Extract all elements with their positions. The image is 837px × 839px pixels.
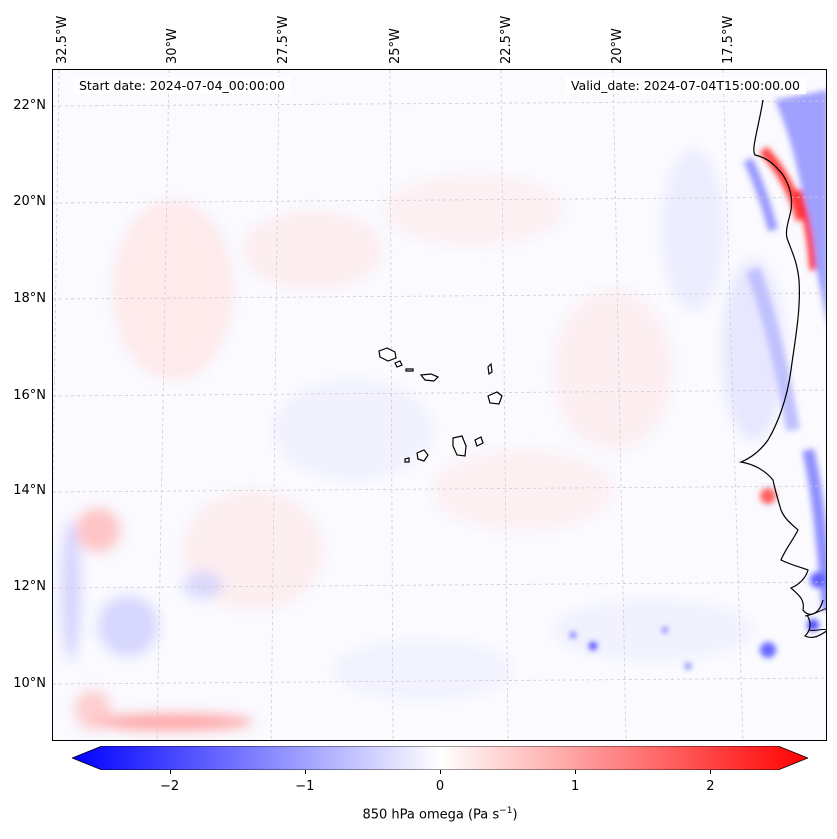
lat-label-18n: 18°N [13,291,46,306]
valid-date-label: Valid_date: 2024-07-04T15:00:00.00 [564,77,806,94]
omega-field-map [53,70,826,740]
lat-label-12n: 12°N [13,579,46,594]
colorbar-tick-label: −1 [295,779,315,794]
lon-label-27-5w: 27.5°W [276,15,291,64]
colorbar-tick-label: 2 [706,779,715,794]
coastline [738,99,826,639]
lat-label-14n: 14°N [13,483,46,498]
omega-field [61,150,783,730]
colorbar-label: 850 hPa omega (Pa s−1) [362,806,518,823]
colorbar-tick-mark [575,770,577,774]
river-mouth-islands [804,608,826,632]
lon-label-25w: 25°W [388,28,403,64]
colorbar-tick-label: −2 [160,779,180,794]
colorbar-tick-label: 0 [435,779,445,794]
coastal-band [570,90,826,669]
lon-label-20w: 20°W [610,28,625,64]
colorbar-tick-mark [710,770,712,774]
colorbar-tick-mark [169,770,171,774]
lat-label-16n: 16°N [13,388,46,403]
lon-label-30w: 30°W [165,28,180,64]
lon-label-17-5w: 17.5°W [721,15,736,64]
lon-label-22-5w: 22.5°W [499,15,514,64]
lat-label-20n: 20°N [13,194,46,209]
colorbar-tick-label: 1 [571,779,580,794]
graticule [53,70,826,740]
colorbar-tick-mark [304,770,306,774]
colorbar-tick-mark [440,770,441,774]
cape-verde-islands [378,347,503,463]
colorbar-svg [70,745,810,771]
lon-label-32-5w: 32.5°W [55,15,70,64]
start-date-label: Start date: 2024-07-04_00:00:00 [73,77,291,94]
lat-label-10n: 10°N [13,676,46,691]
lat-label-22n: 22°N [13,98,46,113]
colorbar-ramp [70,745,810,771]
colorbar [70,745,810,771]
map-panel[interactable]: Start date: 2024-07-04_00:00:00 Valid_da… [52,69,827,741]
